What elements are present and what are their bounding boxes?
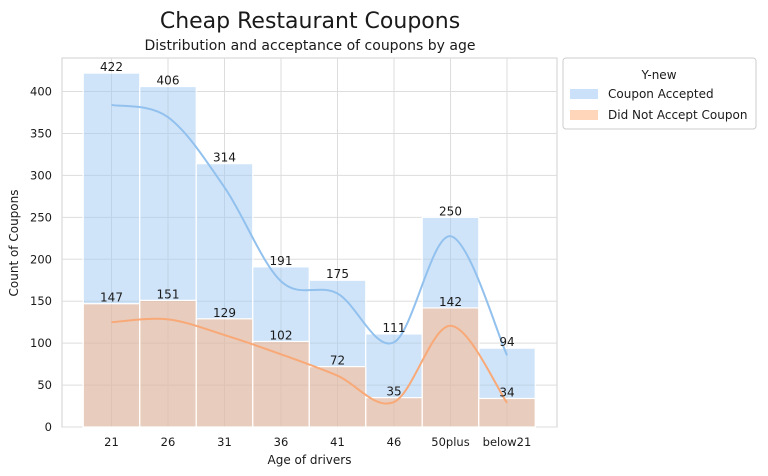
bar-not-accepted	[139, 299, 197, 428]
y-tick-label: 200	[30, 252, 52, 266]
bar-not-accepted	[421, 307, 480, 428]
bar-not-accepted	[478, 397, 536, 428]
data-label-not-accepted: 34	[499, 385, 514, 399]
x-tick-label: 21	[104, 435, 119, 449]
legend-swatch-not-accepted	[570, 110, 598, 120]
data-label-not-accepted: 147	[100, 291, 123, 305]
kde-line-accepted	[111, 103, 508, 356]
kde-line-not-accepted	[111, 317, 508, 405]
x-tick-label: 41	[330, 435, 345, 449]
legend-label-not-accepted: Did Not Accept Coupon	[608, 108, 747, 122]
data-label-accepted: 250	[439, 204, 462, 218]
data-label-not-accepted: 72	[330, 354, 345, 368]
data-labels: 422 406 314 191 175 111 250 94 147 151 129 102 72 35 1…	[100, 60, 515, 399]
legend: Y-new Coupon Accepted Did Not Accept Cou…	[562, 57, 757, 130]
legend-title: Y-new	[640, 68, 676, 82]
x-tick-label: 46	[387, 435, 402, 449]
y-ticks: 0 50 100 150 200 250 300 350 400	[30, 85, 52, 434]
y-tick-label: 250	[30, 210, 52, 224]
y-tick-label: 400	[30, 85, 52, 99]
data-label-not-accepted: 151	[157, 287, 180, 301]
x-axis-label: Age of drivers	[268, 453, 352, 467]
x-tick-label: 50plus	[431, 435, 469, 449]
x-ticks: 21 26 31 36 41 46 50plus below21	[104, 435, 531, 449]
x-tick-label: below21	[483, 435, 532, 449]
chart-title: Cheap Restaurant Coupons	[160, 9, 460, 34]
y-tick-label: 300	[30, 168, 52, 182]
x-tick-label: 31	[217, 435, 232, 449]
y-tick-label: 350	[30, 126, 52, 140]
legend-swatch-accepted	[570, 89, 598, 99]
data-label-not-accepted: 142	[439, 295, 462, 309]
kde-lines	[111, 103, 508, 405]
data-label-accepted: 314	[213, 151, 236, 165]
x-tick-label: 26	[161, 435, 176, 449]
y-axis-label: Count of Coupons	[7, 190, 21, 297]
y-tick-label: 150	[30, 294, 52, 308]
data-label-accepted: 406	[157, 74, 180, 88]
data-label-accepted: 111	[383, 321, 406, 335]
data-label-accepted: 175	[326, 267, 349, 281]
data-label-accepted: 94	[499, 335, 514, 349]
chart-subtitle: Distribution and acceptance of coupons b…	[145, 38, 476, 54]
data-label-not-accepted: 129	[213, 306, 236, 320]
data-label-not-accepted: 35	[386, 385, 401, 399]
y-tick-label: 100	[30, 336, 52, 350]
y-tick-label: 50	[37, 378, 52, 392]
y-tick-label: 0	[45, 420, 52, 434]
data-label-accepted: 191	[270, 254, 293, 268]
data-label-accepted: 422	[100, 60, 123, 74]
legend-frame	[562, 57, 757, 130]
legend-label-accepted: Coupon Accepted	[608, 87, 714, 101]
bar-not-accepted	[82, 303, 141, 428]
data-label-not-accepted: 102	[270, 328, 293, 342]
x-tick-label: 36	[274, 435, 289, 449]
